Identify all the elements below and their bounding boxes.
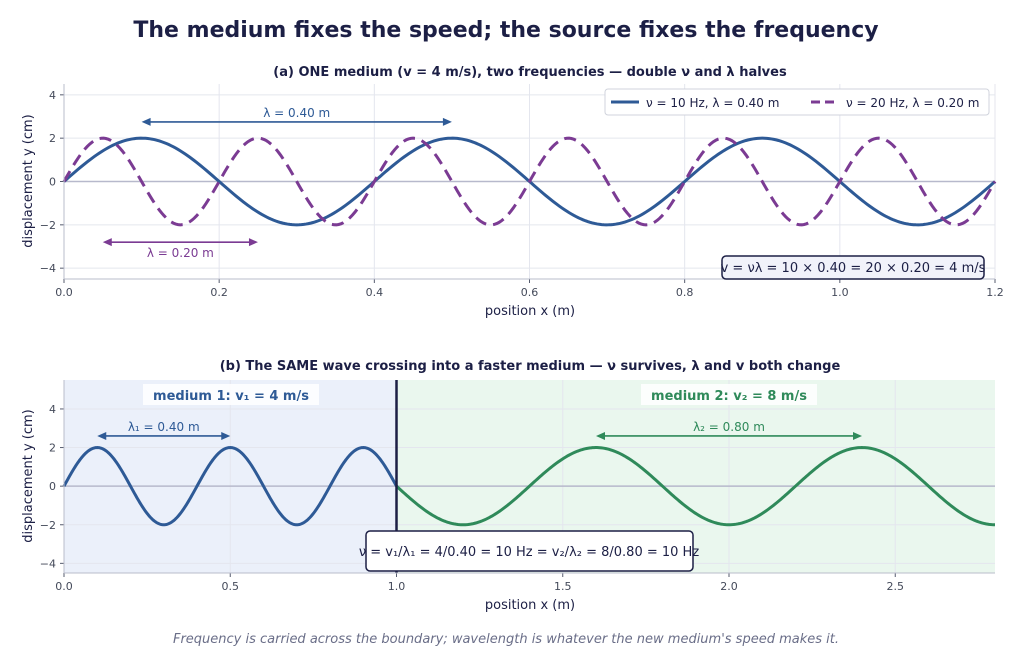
wave-medium-2-line xyxy=(395,446,996,527)
panel-b-frequency-box: ν = v₁/λ₁ = 4/0.40 = 10 Hz = v₂/λ₂ = 8/0… xyxy=(359,530,699,572)
wavelength-arrow-medium-2-head-right xyxy=(853,431,862,440)
y-tick-label: −2 xyxy=(40,519,56,532)
wavelength-arrow-medium-1-head-right xyxy=(221,431,231,440)
y-tick-label: 4 xyxy=(49,89,56,102)
y-tick-label: −4 xyxy=(40,557,56,570)
y-tick-label: 0 xyxy=(49,176,56,189)
wavelength-arrow-040-head-left xyxy=(141,117,151,126)
wavelength-arrow-medium-1-head-left xyxy=(97,431,107,440)
x-tick-label: 2.0 xyxy=(720,580,738,593)
wave-20hz-line xyxy=(62,136,997,227)
y-tick-label: 0 xyxy=(49,480,56,493)
y-tick-label: −4 xyxy=(40,262,56,275)
medium-1-label-bg xyxy=(143,384,319,405)
x-tick-label: 0.6 xyxy=(521,286,539,299)
wavelength-label-040: λ = 0.40 m xyxy=(263,106,330,120)
panel-a-formula-box: v = νλ = 10 × 0.40 = 20 × 0.20 = 4 m/s xyxy=(721,255,986,280)
panel-a-annotations: λ = 0.40 m λ = 0.20 m xyxy=(102,106,452,260)
x-tick-label: 0.8 xyxy=(676,286,694,299)
y-tick-label: −2 xyxy=(40,219,56,232)
medium-1-label: medium 1: v₁ = 4 m/s xyxy=(143,384,319,405)
wavelength-label-020: λ = 0.20 m xyxy=(147,246,214,260)
panel-b-xlabel: position x (m) xyxy=(485,598,575,613)
panel-a-series xyxy=(62,136,997,227)
y-tick-label: 4 xyxy=(49,403,56,416)
panel-b-title: (b) The SAME wave crossing into a faster… xyxy=(220,359,841,374)
panel-b: (b) The SAME wave crossing into a faster… xyxy=(21,359,996,613)
legend-label-10hz: ν = 10 Hz, λ = 0.40 m xyxy=(646,96,779,110)
medium-1-label-text: medium 1: v₁ = 4 m/s xyxy=(153,389,309,404)
x-tick-label: 2.5 xyxy=(887,580,905,593)
x-tick-label: 0.4 xyxy=(366,286,384,299)
frequency-box-text: ν = v₁/λ₁ = 4/0.40 = 10 Hz = v₂/λ₂ = 8/0… xyxy=(359,545,699,560)
panel-a-ylabel: displacement y (cm) xyxy=(21,114,36,248)
wavelength-arrow-040-head-right xyxy=(442,117,452,126)
wavelength-arrow-020-head-right xyxy=(248,238,258,247)
x-tick-label: 0.0 xyxy=(55,580,73,593)
x-tick-label: 0.5 xyxy=(222,580,240,593)
wave-medium-1-line xyxy=(62,446,398,527)
panel-b-ylabel: displacement y (cm) xyxy=(21,409,36,543)
medium-2-label: medium 2: v₂ = 8 m/s xyxy=(641,384,817,405)
formula-box-frame xyxy=(721,255,985,280)
x-tick-label: 0.0 xyxy=(55,286,73,299)
panel-b-annotations: λ₁ = 0.40 m λ₂ = 0.80 m xyxy=(97,420,862,440)
medium-2-label-bg xyxy=(641,384,817,405)
y-tick-label: 2 xyxy=(49,132,56,145)
x-tick-label: 1.0 xyxy=(831,286,849,299)
panel-a-legend: ν = 10 Hz, λ = 0.40 m ν = 20 Hz, λ = 0.2… xyxy=(604,88,990,116)
y-tick-label: 2 xyxy=(49,442,56,455)
panel-b-ticks: 0.0 0.5 1.0 1.5 2.0 2.5 −4 −2 0 2 4 xyxy=(40,380,995,593)
panel-a: (a) ONE medium (v = 4 m/s), two frequenc… xyxy=(21,65,1004,319)
wavelength-arrow-medium-2-head-left xyxy=(596,431,605,440)
x-tick-label: 1.0 xyxy=(388,580,406,593)
figure-title: The medium fixes the speed; the source f… xyxy=(133,18,878,43)
x-tick-label: 1.2 xyxy=(986,286,1004,299)
figure-caption: Frequency is carried across the boundary… xyxy=(173,632,839,647)
wavelength-label-medium-2: λ₂ = 0.80 m xyxy=(693,420,765,434)
wavelength-arrow-020-head-left xyxy=(102,238,112,247)
x-tick-label: 0.2 xyxy=(210,286,228,299)
legend-label-20hz: ν = 20 Hz, λ = 0.20 m xyxy=(846,96,979,110)
medium-2-label-text: medium 2: v₂ = 8 m/s xyxy=(651,389,807,404)
x-tick-label: 1.5 xyxy=(554,580,572,593)
formula-box-text: v = νλ = 10 × 0.40 = 20 × 0.20 = 4 m/s xyxy=(721,261,986,276)
panel-a-title: (a) ONE medium (v = 4 m/s), two frequenc… xyxy=(273,65,787,80)
frequency-box-frame xyxy=(365,530,694,572)
panel-b-series xyxy=(62,446,996,527)
wavelength-label-medium-1: λ₁ = 0.40 m xyxy=(128,420,200,434)
legend-frame xyxy=(604,88,990,116)
panel-a-xlabel: position x (m) xyxy=(485,304,575,319)
